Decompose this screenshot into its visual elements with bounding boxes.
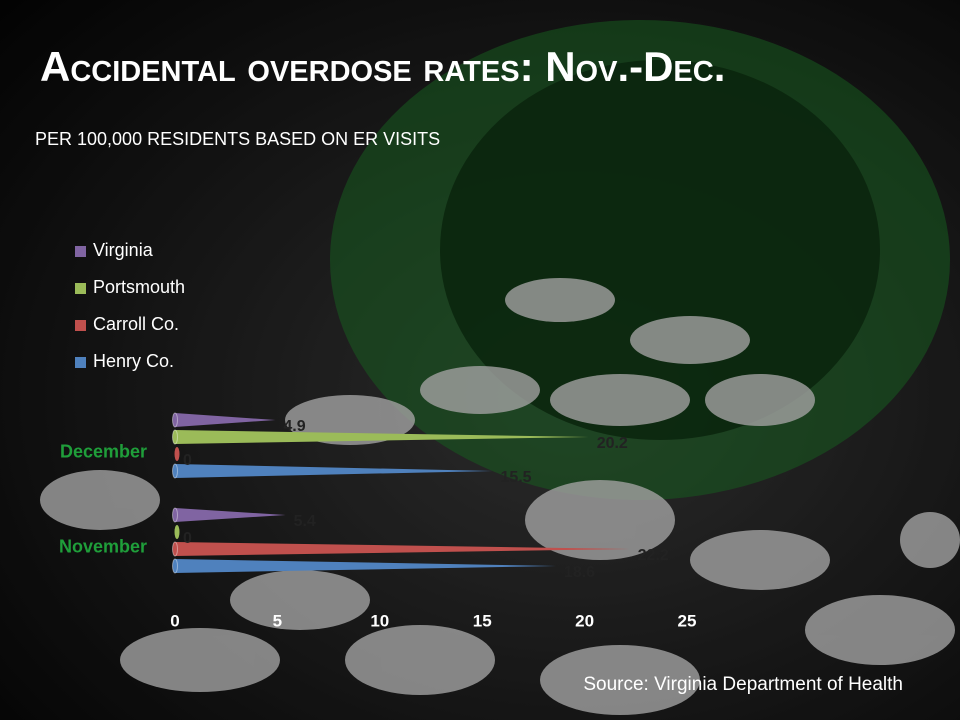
value-label: 0 xyxy=(183,452,192,469)
value-label: 18.6 xyxy=(564,564,595,581)
bar xyxy=(175,559,556,573)
legend-swatch xyxy=(75,320,86,331)
category-label: November xyxy=(59,536,147,556)
legend-swatch xyxy=(75,357,86,368)
bar-base xyxy=(172,412,178,428)
legend-swatch xyxy=(75,283,86,294)
x-tick-label: 0 xyxy=(170,611,179,630)
bar xyxy=(175,430,589,444)
value-label: 4.9 xyxy=(283,418,305,435)
value-label: 15.5 xyxy=(500,469,531,486)
value-label: 20.2 xyxy=(597,435,628,452)
x-tick-label: 15 xyxy=(473,611,492,630)
bar-base xyxy=(172,507,178,523)
value-label: 5.4 xyxy=(294,513,316,530)
legend-label: Henry Co. xyxy=(93,351,174,371)
legend-label: Carroll Co. xyxy=(93,314,179,334)
bar xyxy=(175,413,276,427)
legend-swatch xyxy=(75,246,86,257)
bar-base xyxy=(172,541,178,557)
legend-label: Portsmouth xyxy=(93,277,185,297)
bar xyxy=(175,542,630,556)
bar-base xyxy=(172,429,178,445)
x-tick-label: 10 xyxy=(370,611,389,630)
chart-title: Accidental overdose rates: Nov.-Dec. xyxy=(40,43,725,90)
source: Source: Virginia Department of Health xyxy=(583,674,903,695)
value-label: 0 xyxy=(183,530,192,547)
category-label: December xyxy=(60,441,147,461)
bar-base xyxy=(172,463,178,479)
legend-label: Virginia xyxy=(93,240,154,260)
value-label: 22.2 xyxy=(638,547,669,564)
x-tick-label: 5 xyxy=(273,611,282,630)
x-tick-label: 25 xyxy=(678,611,697,630)
bar xyxy=(175,508,286,522)
x-tick-label: 20 xyxy=(575,611,594,630)
bar xyxy=(175,464,493,478)
subtitle: PER 100,000 RESIDENTS BASED ON ER VISITS xyxy=(35,129,440,149)
bar xyxy=(174,525,180,539)
bar-base xyxy=(172,558,178,574)
bar xyxy=(174,447,180,461)
